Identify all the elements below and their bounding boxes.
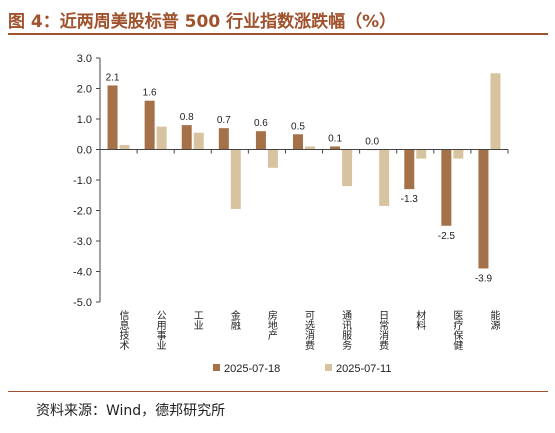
legend-swatch [325, 364, 332, 371]
y-tick-label: -4.0 [73, 267, 92, 279]
bar-series2 [267, 149, 278, 168]
bar-series1 [181, 125, 192, 150]
legend: 2025-07-18 2025-07-11 [213, 363, 391, 375]
bar-series2 [119, 144, 130, 150]
legend-label: 2025-07-11 [336, 363, 391, 375]
data-labels: 2.1 1.6 0.8 0.7 0.6 0.5 0.1 0.0 -1.3 -2.5 -3.9 [106, 72, 493, 284]
source-note: 资料来源：Wind，德邦研究所 [36, 403, 226, 419]
category-label: 能源 [488, 309, 500, 331]
bar-series2 [230, 149, 241, 209]
data-label: 0.6 [254, 118, 268, 129]
zero-line [99, 149, 509, 154]
bar-series1 [293, 134, 303, 150]
y-tick-label: -1.0 [73, 175, 92, 187]
category-label: 房地产 [265, 309, 277, 341]
category-label: 工业 [191, 310, 203, 330]
data-label: 0.5 [291, 121, 305, 132]
data-label: 0.0 [365, 137, 379, 148]
y-tick-label: -2.0 [73, 206, 92, 218]
bar-series1 [478, 149, 489, 269]
y-tick-label: -3.0 [73, 236, 92, 248]
bar-series1 [255, 131, 266, 150]
data-label: 0.1 [328, 133, 342, 144]
y-tick-label: 3.0 [77, 53, 92, 65]
bar-series2 [379, 149, 390, 206]
data-label: -2.5 [438, 231, 456, 242]
chart-title: 图 4：近两周美股标普 500 行业指数涨跌幅（%） [8, 12, 397, 32]
category-label: 可选消费 [303, 310, 315, 351]
legend-label: 2025-07-18 [224, 363, 280, 375]
data-label: 0.7 [217, 115, 231, 126]
bar-chart: 3.0 2.0 1.0 0.0 -1.0 -2.0 -3.0 -4.0 -5.0 2.1 1.6 0… [73, 53, 509, 375]
y-tick-label: 0.0 [77, 145, 92, 157]
title-rule [8, 33, 548, 35]
category-label: 金融 [228, 309, 240, 331]
data-label: 0.8 [180, 112, 194, 123]
y-tick-label: -5.0 [73, 297, 92, 309]
bar-series2 [342, 149, 353, 187]
footer-rule [8, 391, 548, 392]
data-label: 2.1 [106, 72, 120, 83]
category-label: 公用事业 [154, 310, 166, 350]
y-axis: 3.0 2.0 1.0 0.0 -1.0 -2.0 -3.0 -4.0 -5.0 [73, 53, 101, 309]
bars [107, 73, 501, 269]
y-tick-label: 2.0 [77, 84, 92, 96]
data-label: -1.3 [401, 194, 419, 205]
bar-series1 [441, 149, 452, 226]
bar-series1 [330, 146, 341, 150]
category-labels: 信息技术 公用事业 工业 金融 房地产 可选消费 通讯服务 日常消费 材料 医疗保健 能源 [117, 309, 500, 351]
legend-swatch [213, 364, 220, 371]
data-label: -3.9 [475, 273, 493, 284]
category-label: 日常消费 [377, 310, 389, 351]
bar-series2 [490, 73, 501, 150]
category-label: 医疗保健 [451, 310, 463, 351]
bar-series1 [107, 85, 118, 150]
bar-series2 [156, 126, 167, 150]
category-label: 信息技术 [117, 310, 129, 351]
bar-series2 [193, 132, 204, 150]
category-label: 通讯服务 [340, 310, 352, 351]
category-label: 材料 [414, 309, 426, 331]
bar-series2 [453, 149, 464, 159]
data-label: 1.6 [143, 88, 157, 99]
bar-series1 [404, 149, 415, 190]
bar-series2 [416, 149, 427, 159]
bar-series1 [218, 128, 229, 150]
y-tick-label: 1.0 [77, 114, 92, 126]
bar-series1 [144, 100, 155, 150]
bar-series2 [305, 146, 315, 150]
